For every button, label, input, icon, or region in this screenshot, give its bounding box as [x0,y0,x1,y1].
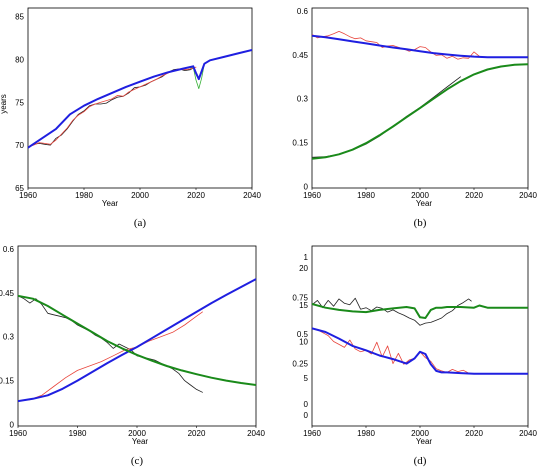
x-tick-label: 2040 [243,191,261,200]
y-tick-label: 85 [15,13,24,22]
panel-c: 1960 1980 2000 2020 2040 0 0.15 0.3 0.45 0.6 Year (… [0,245,265,467]
series-line-blue [28,49,252,149]
y-tick-label: 0.15 [0,377,15,386]
x-tick-label: 2020 [188,429,206,438]
y-axis-label: years [0,94,8,114]
panel-label: (b) [414,217,427,229]
y-tick-label: 0 [304,400,309,409]
x-tick-label: 2020 [465,191,483,200]
x-axis-label: Year [416,437,433,446]
series-line-black [28,67,194,149]
y-tick-label: 15 [299,301,308,310]
y-tick-label: 0.6 [297,7,309,16]
x-tick-label: 2040 [519,191,537,200]
x-tick-label: 2020 [187,191,205,200]
plot-frame [27,7,253,189]
y-tick-label: 0.5 [297,330,309,339]
series-line-green [312,63,528,160]
series-line-red [28,66,197,148]
series-line-red [312,30,480,60]
y-tick-label: 0.6 [3,245,15,254]
y-tick-label: 10 [299,338,308,347]
y-tick-label: 0.45 [0,289,15,298]
y-tick-label: 1 [304,253,309,262]
x-tick-label: 1980 [75,191,93,200]
series-line-blue [312,327,528,375]
panel-label: (d) [414,455,427,467]
x-tick-label: 2040 [247,429,265,438]
panel-d: 1960 1980 2000 2020 2040 0 0 5 0.25 100.5 150.75 20… [292,245,537,467]
y-tick-label: 0.3 [297,95,309,104]
x-tick-label: 2020 [465,429,483,438]
y-tick-label: 0.15 [292,139,308,148]
y-tick-label: 0 [304,411,309,420]
y-tick-label: 20 [299,264,308,273]
series-line-green [18,294,256,386]
y-tick-label: 0 [10,421,15,430]
y-tick-label: 75 [15,98,24,107]
series-line-green [312,303,528,319]
x-tick-label: 1960 [19,191,37,200]
x-tick-label: 1960 [9,429,27,438]
panel-b: 1960 1980 2000 2020 2040 0 0.15 0.3 0.45 0.6 Year (… [292,7,537,229]
plot-frame [17,245,257,427]
y-tick-label: 65 [15,184,24,193]
x-tick-label: 1980 [69,429,87,438]
x-tick-label: 1960 [303,429,321,438]
x-tick-label: 2000 [411,191,429,200]
x-axis-label: Year [102,199,119,208]
x-tick-label: 1960 [303,191,321,200]
plot-frame [311,245,529,427]
x-tick-label: 2000 [411,429,429,438]
series-line-red [312,327,470,374]
y-tick-label: 5 [304,374,309,383]
series-line-blue [18,278,256,403]
x-tick-label: 1980 [357,191,375,200]
y-tick-label: 0.25 [292,360,308,369]
y-tick-label: 70 [15,141,24,150]
plot-frame [311,7,529,189]
series-line-red [18,311,203,402]
panel-a: 1960 1980 2000 2020 2040 65 70 75 80 85 Year years (… [0,7,261,229]
y-tick-label: 0.3 [3,333,15,342]
x-tick-label: 2000 [131,191,149,200]
y-tick-label: 0.75 [292,293,308,302]
x-axis-label: Year [416,199,433,208]
x-tick-label: 1980 [357,429,375,438]
x-tick-label: 2000 [128,429,146,438]
series-line-blue [312,34,528,59]
series-line-black [18,295,203,393]
panel-label: (a) [134,217,147,229]
panel-label: (c) [131,455,144,467]
y-tick-label: 0.45 [292,51,308,60]
y-tick-label: 80 [15,55,24,64]
y-tick-label: 0 [304,183,309,192]
series-line-black [312,297,472,326]
series-line-black [312,76,461,158]
x-tick-label: 2040 [519,429,537,438]
x-axis-label: Year [132,437,149,446]
